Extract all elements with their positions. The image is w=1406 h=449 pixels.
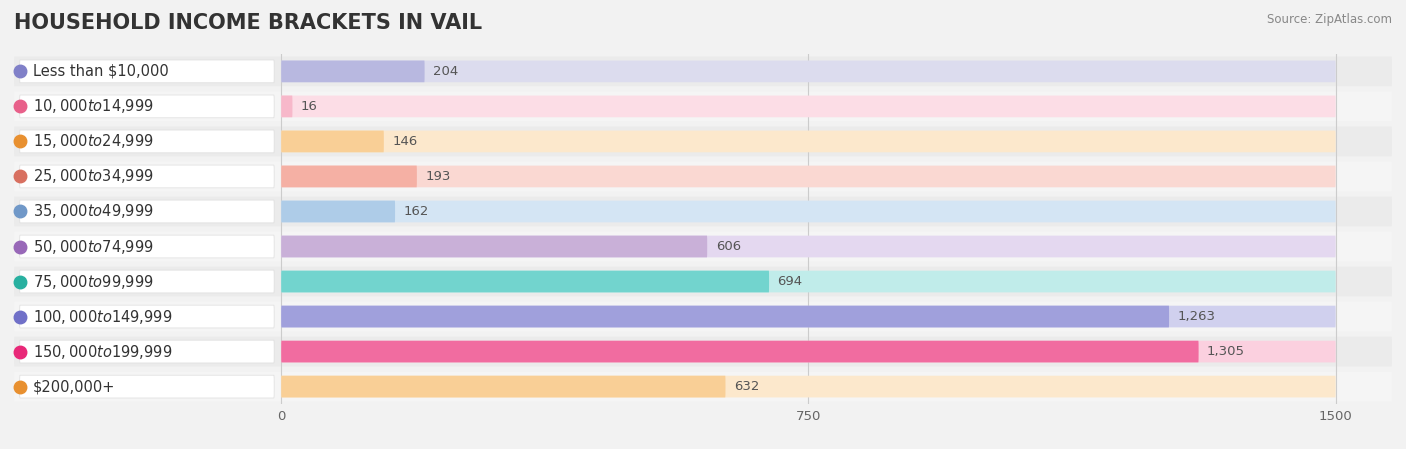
FancyBboxPatch shape	[20, 60, 274, 83]
FancyBboxPatch shape	[281, 61, 425, 82]
FancyBboxPatch shape	[14, 197, 1392, 226]
Text: $100,000 to $149,999: $100,000 to $149,999	[32, 308, 172, 326]
FancyBboxPatch shape	[281, 131, 1336, 152]
Text: Source: ZipAtlas.com: Source: ZipAtlas.com	[1267, 13, 1392, 26]
Text: 146: 146	[392, 135, 418, 148]
FancyBboxPatch shape	[14, 232, 1392, 261]
FancyBboxPatch shape	[20, 305, 274, 328]
FancyBboxPatch shape	[281, 306, 1170, 327]
FancyBboxPatch shape	[281, 271, 769, 292]
FancyBboxPatch shape	[14, 267, 1392, 296]
FancyBboxPatch shape	[281, 341, 1199, 362]
FancyBboxPatch shape	[20, 340, 274, 363]
Text: $50,000 to $74,999: $50,000 to $74,999	[32, 238, 153, 255]
Text: 1,263: 1,263	[1178, 310, 1216, 323]
FancyBboxPatch shape	[281, 306, 1336, 327]
FancyBboxPatch shape	[20, 130, 274, 153]
Text: 16: 16	[301, 100, 318, 113]
Text: $25,000 to $34,999: $25,000 to $34,999	[32, 167, 153, 185]
Text: Less than $10,000: Less than $10,000	[32, 64, 169, 79]
Text: HOUSEHOLD INCOME BRACKETS IN VAIL: HOUSEHOLD INCOME BRACKETS IN VAIL	[14, 13, 482, 34]
FancyBboxPatch shape	[14, 372, 1392, 401]
FancyBboxPatch shape	[20, 375, 274, 398]
FancyBboxPatch shape	[281, 166, 1336, 187]
FancyBboxPatch shape	[281, 236, 707, 257]
FancyBboxPatch shape	[281, 341, 1336, 362]
FancyBboxPatch shape	[281, 131, 384, 152]
Text: 632: 632	[734, 380, 759, 393]
FancyBboxPatch shape	[281, 166, 418, 187]
FancyBboxPatch shape	[14, 337, 1392, 366]
FancyBboxPatch shape	[281, 96, 1336, 117]
FancyBboxPatch shape	[20, 165, 274, 188]
Text: $35,000 to $49,999: $35,000 to $49,999	[32, 202, 153, 220]
FancyBboxPatch shape	[14, 302, 1392, 331]
FancyBboxPatch shape	[281, 236, 1336, 257]
Text: 694: 694	[778, 275, 803, 288]
FancyBboxPatch shape	[14, 92, 1392, 121]
Text: $75,000 to $99,999: $75,000 to $99,999	[32, 273, 153, 291]
Text: 606: 606	[716, 240, 741, 253]
Text: 1,305: 1,305	[1208, 345, 1246, 358]
Text: $200,000+: $200,000+	[32, 379, 115, 394]
FancyBboxPatch shape	[281, 376, 725, 397]
Text: 204: 204	[433, 65, 458, 78]
FancyBboxPatch shape	[281, 201, 395, 222]
FancyBboxPatch shape	[281, 271, 1336, 292]
Text: $15,000 to $24,999: $15,000 to $24,999	[32, 132, 153, 150]
FancyBboxPatch shape	[20, 95, 274, 118]
FancyBboxPatch shape	[20, 270, 274, 293]
FancyBboxPatch shape	[20, 235, 274, 258]
FancyBboxPatch shape	[14, 162, 1392, 191]
Text: 193: 193	[426, 170, 451, 183]
FancyBboxPatch shape	[14, 127, 1392, 156]
FancyBboxPatch shape	[281, 201, 1336, 222]
Text: $150,000 to $199,999: $150,000 to $199,999	[32, 343, 172, 361]
FancyBboxPatch shape	[281, 96, 292, 117]
FancyBboxPatch shape	[281, 61, 1336, 82]
FancyBboxPatch shape	[20, 200, 274, 223]
Text: $10,000 to $14,999: $10,000 to $14,999	[32, 97, 153, 115]
Text: 162: 162	[404, 205, 429, 218]
FancyBboxPatch shape	[14, 57, 1392, 86]
FancyBboxPatch shape	[281, 376, 1336, 397]
